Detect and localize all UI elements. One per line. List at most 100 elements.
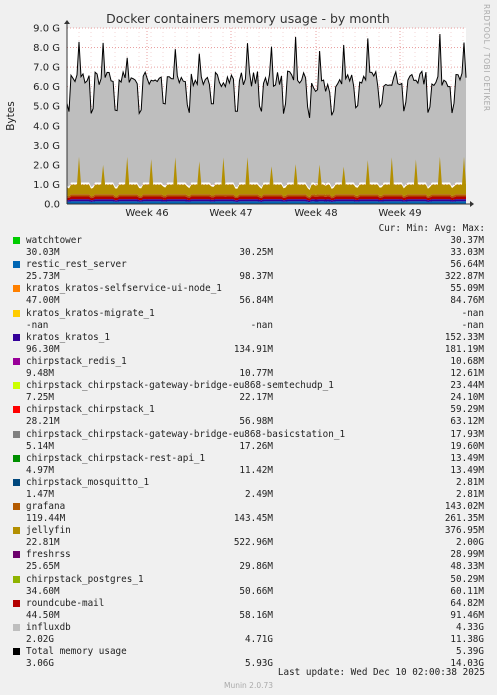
legend-avg: 91.46M — [450, 609, 484, 621]
legend-max: -nan — [461, 307, 484, 319]
legend-name: roundcube-mail — [26, 597, 105, 609]
legend-entry: kratos_kratos_1 152.33M 96.30M 134.91M 181.1… — [13, 332, 485, 356]
legend-swatch — [13, 406, 20, 414]
legend-swatch — [13, 261, 20, 269]
legend-avg: 60.11M — [450, 585, 484, 597]
chart-title: Docker containers memory usage - by mont… — [106, 11, 390, 26]
legend-swatch — [13, 527, 20, 535]
chart: 0.0 1.0 G 2.0 G 3.0 G 4.0 G 5.0 G 6.0 G 7.0 G 8.… — [5, 4, 491, 219]
legend-name: chirpstack_redis_1 — [26, 355, 127, 367]
legend-min: 56.84M — [239, 295, 273, 307]
line-total-memory — [66, 33, 467, 118]
legend-min: 50.66M — [239, 585, 273, 597]
legend-name: kratos_kratos-migrate_1 — [26, 307, 155, 319]
legend-cur: 34.60M — [26, 585, 60, 597]
legend-entry: chirpstack_chirpstack_1 59.29M 28.21M 56.98… — [13, 404, 485, 428]
legend-header-min: Min: — [406, 223, 429, 234]
legend-min: 17.26M — [239, 440, 273, 452]
legend-cur: 25.65M — [26, 561, 60, 573]
legend-entry: chirpstack_chirpstack-gateway-bridge-eu8… — [13, 380, 485, 404]
legend-min: 22.17M — [239, 392, 273, 404]
area-jellyfin — [67, 156, 466, 197]
legend-swatch — [13, 333, 20, 341]
legend-min: 98.37M — [239, 271, 273, 283]
legend-max: 59.29M — [450, 404, 484, 416]
y-tick-label: 9.0 G — [33, 24, 60, 35]
legend-name: chirpstack_mosquitto_1 — [26, 476, 150, 488]
legend-min: 143.45M — [233, 513, 273, 525]
legend-min: 56.98M — [239, 416, 273, 428]
legend-max: 64.82M — [450, 597, 484, 609]
legend-min: 30.25M — [239, 247, 273, 258]
legend-swatch — [13, 551, 20, 559]
x-tick-label: Week 46 — [125, 208, 168, 219]
legend-avg: 12.61M — [450, 367, 484, 379]
legend-avg: 63.12M — [450, 416, 484, 428]
legend-swatch — [13, 503, 20, 511]
legend-avg: 19.60M — [450, 440, 484, 452]
legend-max: 55.09M — [450, 283, 484, 295]
legend-min: 2.49M — [245, 488, 273, 500]
legend-cur: 2.02G — [26, 634, 54, 645]
legend-name: chirpstack_chirpstack_1 — [26, 404, 155, 416]
legend-entry: chirpstack_redis_1 10.68M 9.48M 10.77M 12.61… — [13, 356, 485, 380]
legend-avg: 2.00G — [456, 537, 484, 549]
legend-swatch — [13, 575, 20, 583]
rrdtool-watermark: RRDTOOL / TOBI OETIKER — [482, 4, 491, 112]
legend-min: 58.16M — [239, 609, 273, 621]
legend-min: 522.96M — [233, 537, 273, 549]
legend-max: 152.33M — [444, 331, 484, 343]
legend-avg: 33.03M — [450, 247, 484, 258]
legend-entry: freshrss 28.99M 25.65M 29.86M 48.33M — [13, 549, 485, 573]
legend-avg: 24.10M — [450, 392, 484, 404]
legend-max: 4.33G — [456, 622, 484, 633]
legend-entry: kratos_kratos-selfservice-ui-node_1 55.09… — [13, 283, 485, 307]
area-grafana — [67, 194, 466, 199]
area-roundcube-mail — [67, 196, 466, 201]
legend-max: 10.68M — [450, 355, 484, 367]
legend-max: 376.95M — [444, 525, 484, 537]
legend-swatch — [13, 624, 20, 631]
legend-avg: 181.19M — [444, 343, 484, 355]
legend-name: freshrss — [26, 549, 71, 561]
legend-header: Cur: Min: Avg: Max: — [379, 223, 485, 234]
legend-swatch — [13, 430, 20, 438]
legend-entry: chirpstack_postgres_1 50.29M 34.60M 50.66M 6… — [13, 574, 485, 598]
legend-name: chirpstack_chirpstack-rest-api_1 — [26, 452, 206, 464]
legend-name: watchtower — [26, 235, 82, 246]
legend-cur: 119.44M — [26, 513, 66, 525]
legend: watchtower 30.37M 30.03M 30.25M 33.03M restic… — [13, 235, 485, 670]
axes — [64, 20, 474, 207]
y-tick-label: 4.0 G — [33, 121, 60, 132]
legend-avg: 13.49M — [450, 464, 484, 476]
legend-cur: 4.97M — [26, 464, 54, 476]
legend-header-max: Max: — [462, 223, 485, 234]
legend-cur: 44.50M — [26, 609, 60, 621]
legend-cur: 3.06G — [26, 658, 54, 670]
legend-cur: 30.03M — [26, 247, 60, 258]
x-tick-label: Week 48 — [294, 208, 337, 219]
legend-min: 11.42M — [239, 464, 273, 476]
legend-name: influxdb — [26, 622, 71, 633]
legend-min: 29.86M — [239, 561, 273, 573]
legend-entry: grafana 143.02M 119.44M 143.45M 261.35M — [13, 501, 485, 525]
legend-min: 10.77M — [239, 367, 273, 379]
legend-avg: 322.87M — [444, 271, 484, 283]
legend-min: 5.93G — [245, 658, 273, 670]
y-tick-label: 1.0 G — [33, 180, 60, 191]
y-tick-label: 3.0 G — [33, 141, 60, 152]
legend-cur: 9.48M — [26, 367, 54, 379]
legend-avg: 261.35M — [444, 513, 484, 525]
legend-max: 17.93M — [450, 428, 484, 440]
legend-entry: roundcube-mail 64.82M 44.50M 58.16M 91.46M — [13, 598, 485, 622]
legend-avg: 84.76M — [450, 295, 484, 307]
area-kratos — [67, 199, 466, 203]
legend-entry: chirpstack_chirpstack-gateway-bridge-eu8… — [13, 429, 485, 453]
legend-name: Total memory usage — [26, 646, 127, 658]
legend-header-cur: Cur: — [378, 223, 401, 234]
legend-max: 13.49M — [450, 452, 484, 464]
legend-entry: influxdb 4.33G 2.02G 4.71G 11.38G — [13, 622, 485, 646]
legend-cur: 1.47M — [26, 488, 54, 500]
legend-swatch — [13, 309, 20, 317]
y-tick-label: 2.0 G — [33, 160, 60, 171]
